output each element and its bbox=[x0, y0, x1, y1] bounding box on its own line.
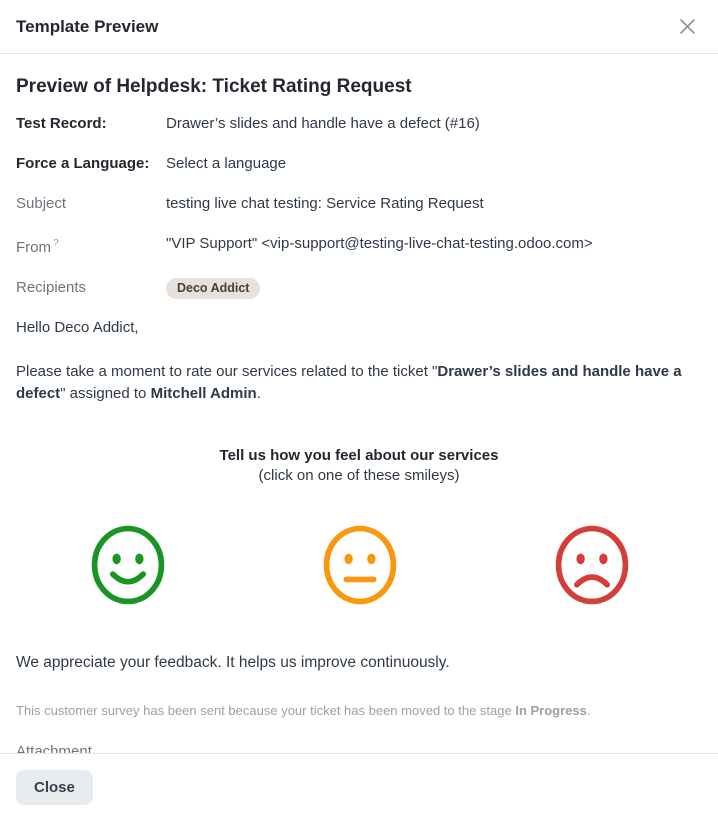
rating-heading: Tell us how you feel about our services bbox=[219, 447, 499, 464]
attachment-label: Attachment bbox=[16, 743, 92, 753]
smiley-row bbox=[16, 524, 702, 606]
paragraph-text: . bbox=[256, 385, 261, 402]
from-label-text: From bbox=[16, 239, 51, 256]
force-language-select[interactable]: Select a language bbox=[166, 155, 287, 172]
modal-header: Template Preview bbox=[0, 0, 718, 54]
neutral-smiley-icon[interactable] bbox=[322, 524, 398, 606]
happy-smiley-icon[interactable] bbox=[90, 524, 166, 606]
field-row-recipients: Recipients Deco Addict bbox=[16, 278, 702, 299]
test-record-label: Test Record: bbox=[16, 115, 107, 132]
assignee-name-bold: Mitchell Admin bbox=[150, 385, 257, 402]
field-row-test-record: Test Record: Drawer’s slides and handle … bbox=[16, 114, 702, 134]
modal-body: Preview of Helpdesk: Ticket Rating Reque… bbox=[0, 54, 718, 753]
modal-title: Template Preview bbox=[16, 16, 159, 36]
paragraph-text: Please take a moment to rate our service… bbox=[16, 363, 438, 380]
stage-name-bold: In Progress bbox=[515, 703, 587, 718]
recipients-label: Recipients bbox=[16, 279, 87, 296]
email-paragraph: Please take a moment to rate our service… bbox=[16, 361, 702, 405]
survey-note-text: This customer survey has been sent becau… bbox=[16, 703, 516, 718]
force-language-label: Force a Language: bbox=[16, 155, 150, 172]
close-icon[interactable] bbox=[675, 14, 700, 39]
from-label: From? bbox=[16, 234, 166, 258]
ticket-name-bold: Drawer’s slides and handle have a defect bbox=[16, 363, 682, 402]
subject-label: Subject bbox=[16, 195, 67, 212]
field-row-from: From? "VIP Support" <vip-support@testing… bbox=[16, 234, 702, 258]
subject-value: testing live chat testing: Service Ratin… bbox=[166, 195, 484, 212]
test-record-value: Drawer’s slides and handle have a defect… bbox=[166, 115, 480, 132]
modal-footer: Close bbox=[0, 753, 718, 821]
paragraph-text: " assigned to bbox=[60, 385, 151, 402]
field-row-subject: Subject testing live chat testing: Servi… bbox=[16, 194, 702, 214]
survey-note: This customer survey has been sent becau… bbox=[16, 702, 702, 720]
survey-note-text: . bbox=[586, 703, 591, 718]
feedback-line: We appreciate your feedback. It helps us… bbox=[16, 654, 450, 671]
field-row-force-language: Force a Language: Select a language bbox=[16, 154, 702, 174]
email-greeting: Hello Deco Addict, bbox=[16, 319, 139, 336]
rating-subtext: (click on one of these smileys) bbox=[258, 467, 460, 484]
sad-smiley-icon[interactable] bbox=[554, 524, 630, 606]
preview-heading: Preview of Helpdesk: Ticket Rating Reque… bbox=[16, 76, 412, 97]
from-value: "VIP Support" <vip-support@testing-live-… bbox=[166, 235, 593, 252]
recipient-badge[interactable]: Deco Addict bbox=[166, 278, 261, 299]
recipients-value: Deco Addict bbox=[166, 278, 261, 299]
close-button[interactable]: Close bbox=[16, 770, 93, 805]
help-question-icon[interactable]: ? bbox=[53, 238, 59, 249]
